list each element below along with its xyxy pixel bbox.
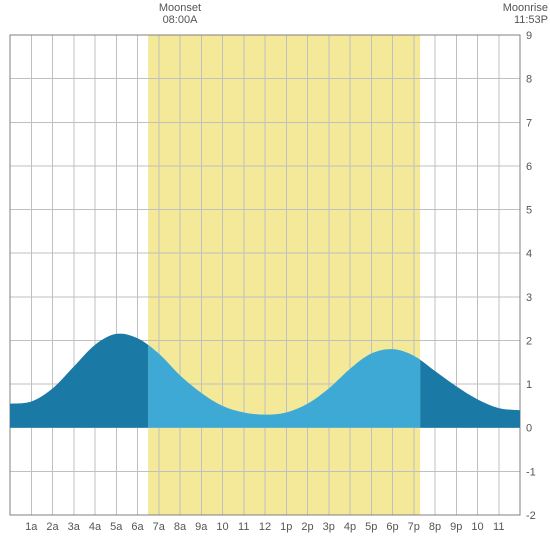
y-tick-label: 4	[526, 248, 532, 260]
y-tick-label: 1	[526, 379, 532, 391]
x-tick-label: 8p	[429, 521, 441, 533]
x-tick-label: 5a	[110, 521, 123, 533]
y-tick-label: -1	[526, 466, 536, 478]
x-tick-label: 3p	[323, 521, 335, 533]
x-tick-label: 7p	[408, 521, 420, 533]
tide-chart: 1a2a3a4a5a6a7a8a9a1011121p2p3p4p5p6p7p8p…	[0, 30, 550, 550]
x-tick-label: 1a	[25, 521, 38, 533]
y-tick-label: 9	[526, 30, 532, 42]
moonset-label: Moonset	[150, 2, 210, 14]
x-tick-label: 7a	[153, 521, 166, 533]
x-tick-label: 6p	[386, 521, 398, 533]
y-tick-label: 5	[526, 205, 532, 217]
x-tick-label: 8a	[174, 521, 187, 533]
x-tick-label: 9a	[195, 521, 208, 533]
moonset-label-block: Moonset 08:00A	[150, 2, 210, 26]
x-tick-label: 9p	[450, 521, 462, 533]
x-tick-label: 2a	[46, 521, 59, 533]
x-tick-label: 1p	[280, 521, 292, 533]
x-tick-label: 5p	[365, 521, 377, 533]
x-tick-label: 6a	[131, 521, 144, 533]
x-tick-label: 12	[259, 521, 271, 533]
daylight-band	[148, 35, 420, 515]
y-tick-label: 7	[526, 117, 532, 129]
y-tick-label: 3	[526, 292, 532, 304]
x-tick-label: 4p	[344, 521, 356, 533]
y-tick-label: 0	[526, 423, 532, 435]
moonrise-label: Moonrise	[488, 2, 548, 14]
y-tick-label: 2	[526, 335, 532, 347]
top-labels: Moonset 08:00A Moonrise 11:53P	[0, 2, 550, 32]
x-tick-label: 10	[471, 521, 483, 533]
x-tick-label: 2p	[301, 521, 313, 533]
x-tick-label: 10	[216, 521, 228, 533]
moonrise-time: 11:53P	[488, 14, 548, 26]
x-tick-label: 11	[493, 521, 504, 533]
y-tick-label: 6	[526, 161, 532, 173]
y-tick-label: 8	[526, 74, 532, 86]
y-tick-label: -2	[526, 510, 536, 522]
tide-chart-container: Moonset 08:00A Moonrise 11:53P 1a 2a 3a 4a 5…	[0, 0, 550, 550]
moonset-time: 08:00A	[150, 14, 210, 26]
x-tick-label: 3a	[68, 521, 81, 533]
grid	[10, 35, 520, 515]
x-tick-label: 4a	[89, 521, 102, 533]
moonrise-label-block: Moonrise 11:53P	[488, 2, 548, 26]
x-tick-label: 11	[238, 521, 249, 533]
